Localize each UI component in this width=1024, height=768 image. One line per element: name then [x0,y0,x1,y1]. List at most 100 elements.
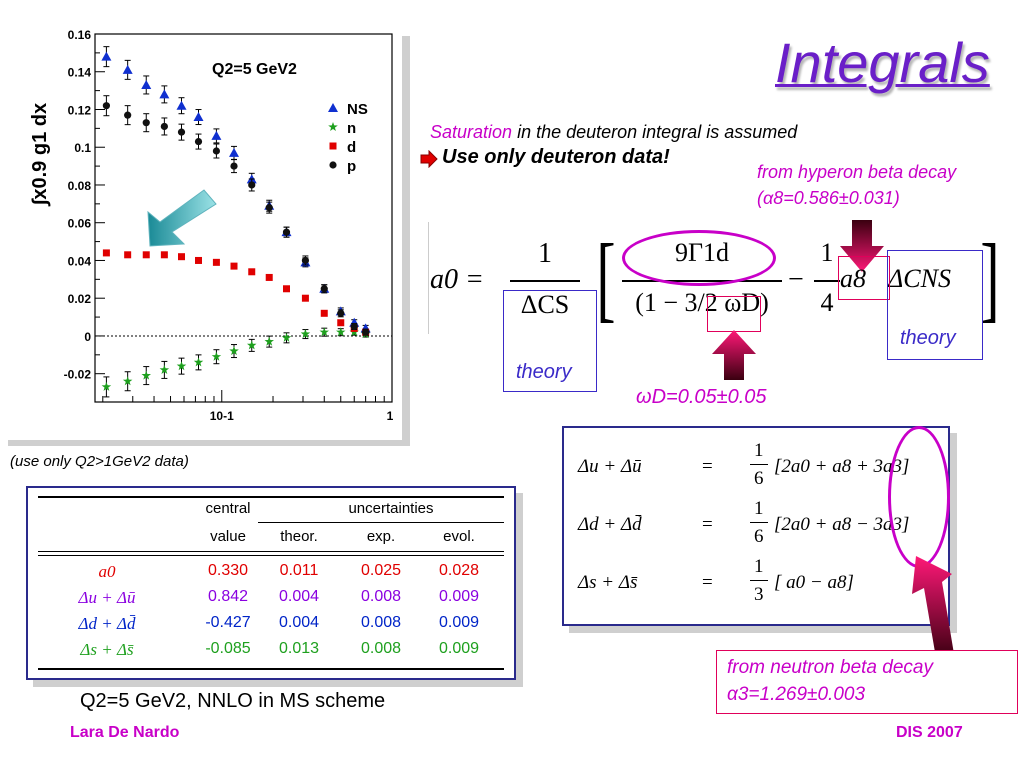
data-point-n [193,357,204,367]
data-point-n [159,364,170,374]
data-point-n [264,336,274,346]
saturation-text: Saturation in the deuteron integral is a… [430,122,797,143]
eq-frac1-num: 1 [538,238,552,269]
a8-highlight-box [838,256,890,300]
data-point-NS [141,79,152,89]
hyperon-label-2: (α8=0.586±0.031) [757,188,900,208]
data-point-n [247,340,257,350]
data-point-n [229,346,239,356]
hdr-theor: theor. [280,528,318,545]
scheme-note: Q2=5 GeV2, NNLO in MS scheme [80,690,386,712]
table-cell-theor: 0.004 [278,588,320,605]
data-point-n [336,327,346,337]
hdr-value: value [210,528,246,545]
pink-up-arrow-icon [712,330,756,385]
y-tick-label: 0.08 [68,179,92,193]
data-point-d [265,273,273,281]
y-tick-label: 0.02 [68,292,92,306]
data-point-NS [122,64,133,74]
data-point-d [160,251,168,259]
y-axis-label: ∫x0.9 g1 dx [29,103,51,207]
table-row-label: a0 [98,562,116,581]
legend-marker-p [329,161,337,169]
pink-diagonal-arrow-icon [902,556,958,665]
conference: DIS 2007 [896,724,963,741]
data-point-NS [229,147,240,157]
table-cell-exp: 0.008 [360,614,402,631]
gamma-highlight-ellipse [622,230,776,286]
data-point-p [124,111,132,119]
data-point-n [300,329,311,339]
data-point-d [142,251,150,259]
data-point-p [194,137,203,146]
table-rule-top [38,496,504,498]
table-cell-theor: 0.011 [279,562,319,579]
y-tick-label: 0.06 [68,217,92,231]
flavour-eq-rhs: [2a0 + a8 − 3a3] [774,514,910,535]
author: Lara De Nardo [70,724,180,741]
y-tick-label: 0.04 [68,254,92,268]
flavour-eq-coef-den: 3 [754,584,764,605]
legend-label-NS: NS [347,101,368,118]
data-point-p [160,122,168,131]
y-tick-label: 0.12 [68,103,92,117]
table-row-label: Δs + Δs̄ [80,640,134,659]
eq-frac1-den: ΔCS [520,290,570,319]
data-point-p [142,119,150,127]
data-point-n [211,351,222,361]
neutron-label-box: from neutron beta decay α3=1.269±0.003 [716,650,1018,714]
flavour-eq-coef-num: 1 [754,498,764,519]
results-table-box: central value uncertainties theor. exp. … [26,486,516,680]
omega-value: ωD=0.05±0.05 [636,386,767,408]
flavour-eq-coef-den: 6 [754,526,764,547]
theory-label-left: theory [516,361,572,383]
data-point-p [282,228,291,236]
data-note: (use only Q2>1GeV2 data) [10,453,189,470]
data-point-d [195,256,203,264]
flavour-eq-coef-num: 1 [754,440,764,461]
flavour-eq-coef-num: 1 [754,556,764,577]
hyperon-label-1: from hyperon beta decay [757,162,957,182]
flavour-eq-lhs: Δd + Δd̄ [578,514,642,535]
flavour-eq-rhs: [2a0 + a8 + 3a3] [774,456,910,477]
flavour-equations-box: Δu + Δū = 1 6 [2a0 + a8 + 3a3] Δd + Δd̄ = 1 6 [2a… [562,426,950,626]
flavour-eq-coef-bar [750,464,768,466]
use-only-text: Use only deuteron data! [442,146,670,168]
data-point-n [122,376,133,386]
data-point-p [265,204,273,212]
data-point-n [101,381,112,391]
eq-frac2-den: (1 − 3/2 ωD) [635,288,769,317]
flavour-eq-coef-bar [750,580,768,582]
data-point-p [102,102,110,110]
data-point-p [248,181,256,189]
data-point-n [319,327,329,337]
data-point-NS [193,112,204,122]
legend-marker-n [328,122,338,131]
table-cell-theor: 0.004 [278,614,320,631]
plot-frame [94,33,393,403]
table-rule-bottom [38,668,504,670]
flavour-eq-lhs: Δs + Δs̄ [578,572,638,593]
data-point-d [230,262,238,270]
y-tick-label: -0.02 [64,368,92,382]
table-cell-evol: 0.009 [438,588,480,605]
y-tick-label: 0.16 [68,28,92,42]
plot-panel: 0.16 0.14 0.12 0.1 0.08 0.06 0.04 0.02 0 -0.02 10-… [0,28,402,440]
equation-divider [428,222,429,334]
data-point-d [301,294,309,302]
table-cell-evol: 0.028 [438,562,480,579]
table-cell-exp: 0.025 [360,562,402,579]
theory-box-left: theory [503,290,597,392]
eq-a8: a8 [840,264,866,293]
saturation-word: Saturation [430,122,513,142]
eq-frac3-num: 1 [820,238,834,267]
neutron-label-1: from neutron beta decay [727,657,933,678]
table-row-label: Δu + Δū [78,588,136,607]
data-point-p [301,256,310,265]
flavour-eq-coef-den: 6 [754,468,764,489]
data-point-d [282,285,290,293]
data-point-p [230,162,238,170]
eq-left-bracket: [ [596,224,616,331]
flavour-eq-equals: = [702,572,713,593]
eq-lhs: a0 = [430,264,484,295]
